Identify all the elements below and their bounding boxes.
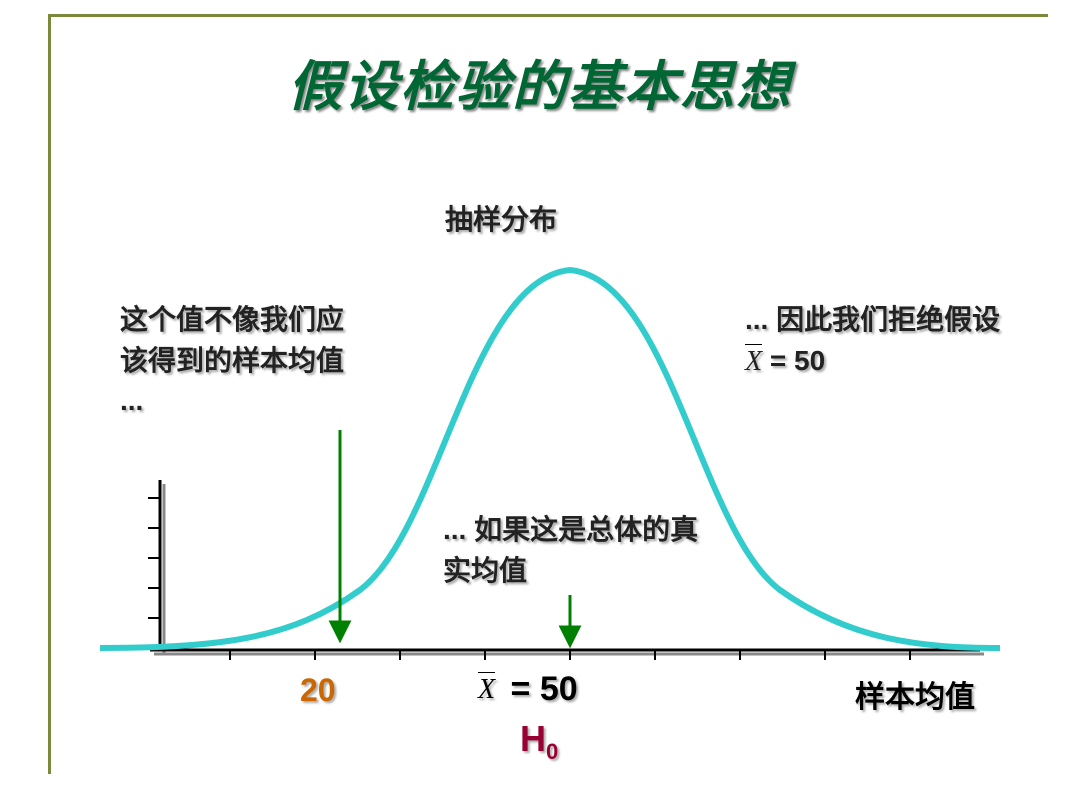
frame-top-line: [48, 14, 1048, 17]
axes: [150, 480, 980, 650]
tick-50-eq: = 50: [501, 670, 578, 708]
y-ticks: [148, 498, 160, 618]
page-title: 假设检验的基本思想: [0, 42, 1080, 121]
label-sampling-distribution: 抽样分布: [445, 200, 557, 241]
bell-curve-path: [100, 270, 1000, 648]
frame-left-line: [48, 14, 51, 774]
tick-label-20: 20: [300, 672, 336, 709]
xbar-icon: X: [478, 674, 495, 706]
h0-sub: 0: [546, 739, 558, 764]
x-axis-label: 样本均值: [855, 672, 975, 716]
bell-curve-chart: [100, 240, 1000, 660]
arrow-to-50: [561, 595, 579, 645]
h0-label: H0: [520, 718, 558, 765]
tick-label-50: X = 50: [478, 670, 578, 709]
h0-h: H: [520, 718, 546, 759]
title-text: 假设检验的基本思想: [288, 57, 792, 117]
